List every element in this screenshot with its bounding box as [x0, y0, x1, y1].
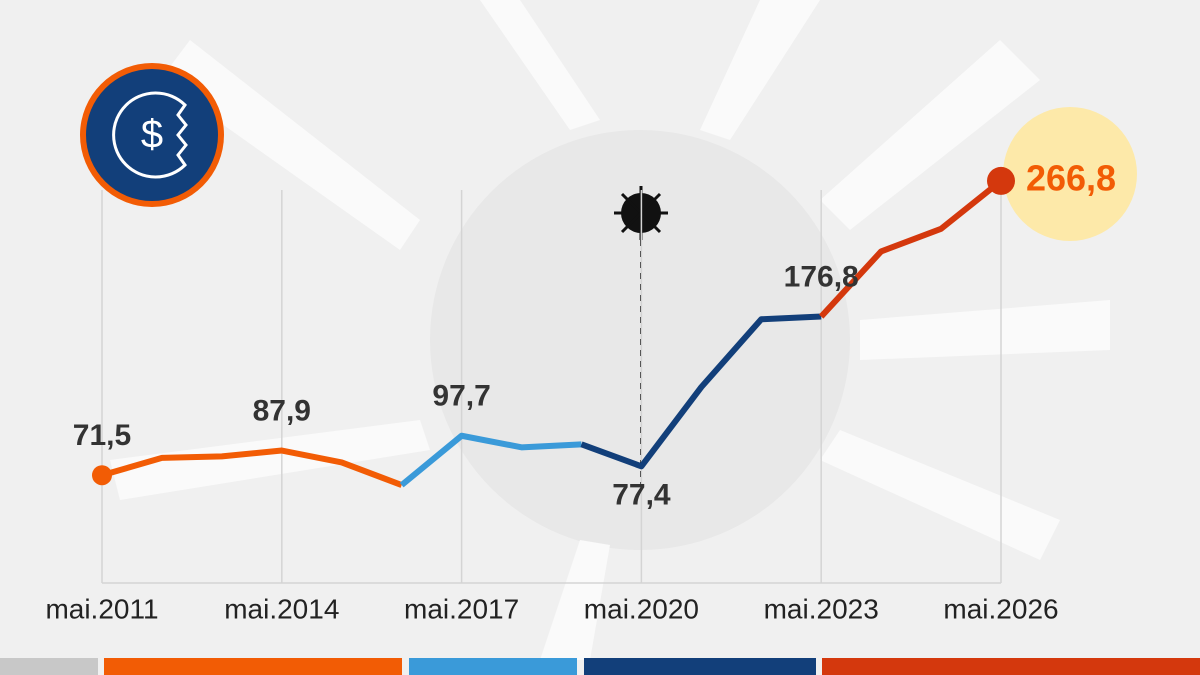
value-label: 77,4	[612, 478, 671, 511]
value-label: 97,7	[432, 380, 490, 413]
line	[580, 313, 822, 470]
value-label: 71,5	[73, 419, 131, 452]
x-tick-label: mai.2026	[943, 593, 1058, 624]
point	[987, 166, 1015, 195]
bottom-strip	[0, 658, 1200, 675]
line	[399, 432, 582, 488]
line	[818, 178, 1003, 319]
money-icon: $	[80, 63, 224, 207]
x-tick-label: mai.2017	[404, 593, 519, 624]
x-tick-label: mai.2014	[224, 593, 339, 624]
x-tick-label: mai.2020	[584, 593, 699, 624]
svg-text:$: $	[141, 113, 163, 157]
value-label: 176,8	[784, 260, 859, 293]
value-label: 266,8	[1026, 157, 1116, 198]
value-label: 87,9	[253, 394, 311, 427]
x-tick-label: mai.2023	[764, 593, 879, 624]
point	[92, 465, 112, 486]
x-tick-label: mai.2011	[45, 593, 158, 624]
highlight-circle	[1003, 107, 1137, 241]
line	[101, 447, 403, 488]
